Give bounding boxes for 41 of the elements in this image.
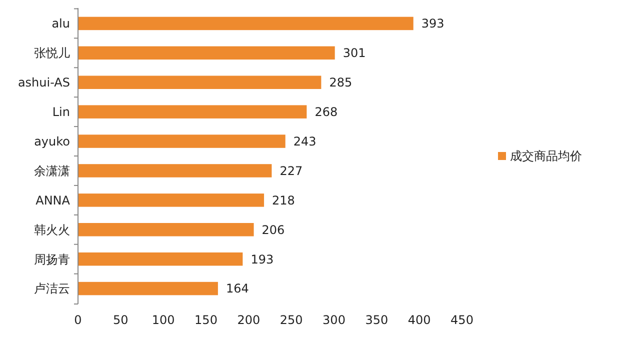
bar [78,223,254,236]
bar [78,282,218,296]
data-label: 301 [342,46,366,60]
x-tick-label: 200 [237,313,260,327]
x-tick-label: 50 [113,313,128,327]
y-tick-label: 卢洁云 [34,282,70,296]
data-label: 268 [314,105,338,120]
legend-label: 成交商品均价 [510,149,582,164]
bar [78,16,414,30]
bar [78,46,335,60]
x-tick-label: 150 [194,313,218,327]
x-tick-label: 0 [74,313,82,327]
data-label: 164 [226,282,249,296]
x-tick-label: 100 [152,313,175,327]
x-tick-label: 350 [365,313,388,327]
y-tick-label: Lin [52,105,70,120]
y-tick-label: 韩火火 [34,222,70,237]
data-label: 206 [262,222,285,237]
bar [78,194,264,207]
bar [78,105,307,118]
data-label: 243 [293,134,316,148]
y-tick-label: 张悦儿 [34,46,70,60]
x-tick-label: 400 [408,313,431,327]
y-tick-label: ayuko [34,134,70,148]
data-label: 285 [329,76,352,90]
bar [78,164,272,178]
y-tick-label: ANNA [36,193,71,208]
data-label: 393 [421,16,444,31]
x-tick-label: 300 [322,313,346,327]
x-tick-label: 250 [280,313,303,327]
data-label: 227 [280,164,303,178]
x-tick-label: 450 [450,313,474,327]
y-tick-label: 余潇潇 [34,164,70,178]
y-tick-label: ashui-AS [18,76,70,90]
y-tick-label: alu [52,16,70,31]
bar [78,252,243,266]
y-tick-label: 周扬青 [34,252,70,266]
data-label: 218 [272,193,295,208]
bar [78,76,322,89]
data-label: 193 [250,252,274,266]
bar [78,134,286,148]
